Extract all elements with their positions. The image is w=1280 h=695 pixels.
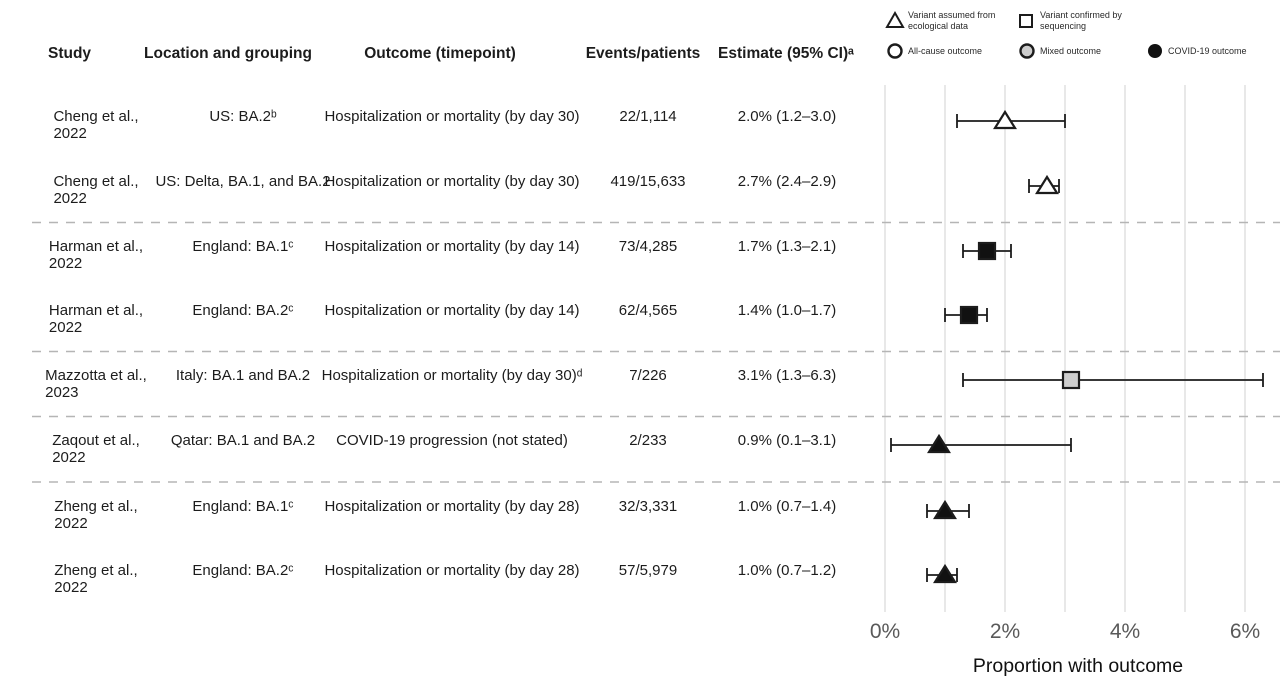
legend-label: COVID-19 outcome — [1168, 46, 1247, 56]
x-axis-title: Proportion with outcome — [973, 655, 1183, 677]
location-cell: England: BA.2ᶜ — [192, 302, 294, 319]
outcome-cell: Hospitalization or mortality (by day 30)… — [321, 367, 583, 384]
table-row: Mazzotta et al., 2023 Italy: BA.1 and BA… — [0, 367, 1280, 407]
events-cell: 419/15,633 — [610, 173, 686, 190]
study-cell: Harman et al., 2022 — [30, 302, 162, 336]
study-cell: Zheng et al., 2022 — [30, 562, 162, 596]
outcome-cell: COVID-19 progression (not stated) — [336, 432, 568, 449]
column-header-estimate: Estimate (95% CI)ᵃ — [718, 45, 854, 62]
estimate-cell: 3.1% (1.3–6.3) — [737, 367, 837, 384]
study-year: 2022 — [53, 125, 87, 142]
legend-label: Variant confirmed by sequencing — [1040, 10, 1122, 31]
study-cell: Zheng et al., 2022 — [30, 498, 162, 532]
table-row: Harman et al., 2022 England: BA.1ᶜ Hospi… — [0, 238, 1280, 278]
column-header-study: Study — [48, 45, 92, 62]
table-row: Cheng et al., 2022 US: Delta, BA.1, and … — [0, 173, 1280, 213]
x-tick-label: 2% — [990, 620, 1020, 643]
study-name: Harman et al., — [48, 302, 144, 319]
study-cell: Cheng et al., 2022 — [30, 108, 162, 142]
study-name: Zheng et al., — [54, 562, 138, 579]
x-tick-label: 4% — [1110, 620, 1140, 643]
legend-item-mixed: Mixed outcome — [1014, 42, 1101, 60]
study-name: Cheng et al., — [53, 108, 139, 125]
table-row: Cheng et al., 2022 US: BA.2ᵇ Hospitaliza… — [0, 108, 1280, 148]
events-cell: 57/5,979 — [618, 562, 678, 579]
column-header-location: Location and grouping — [144, 45, 312, 62]
x-tick-label: 0% — [870, 620, 900, 643]
estimate-cell: 1.0% (0.7–1.4) — [737, 498, 837, 515]
study-name: Cheng et al., — [53, 173, 139, 190]
location-cell: England: BA.2ᶜ — [192, 562, 294, 579]
legend-label: Variant assumed from ecological data — [908, 10, 996, 31]
gray-circle-icon — [1019, 43, 1035, 59]
outcome-cell: Hospitalization or mortality (by day 30) — [324, 173, 580, 190]
estimate-cell: 0.9% (0.1–3.1) — [737, 432, 837, 449]
study-year: 2022 — [54, 515, 88, 532]
events-cell: 7/226 — [629, 367, 667, 384]
study-name: Mazzotta et al., — [45, 367, 147, 384]
study-year: 2023 — [45, 384, 79, 401]
outcome-cell: Hospitalization or mortality (by day 28) — [324, 562, 580, 579]
table-row: Zaqout et al., 2022 Qatar: BA.1 and BA.2… — [0, 432, 1280, 472]
study-name: Zheng et al., — [54, 498, 138, 515]
outcome-cell: Hospitalization or mortality (by day 14) — [324, 238, 580, 255]
events-cell: 2/233 — [629, 432, 667, 449]
open-triangle-icon — [885, 10, 905, 28]
location-cell: US: Delta, BA.1, and BA.2 — [155, 173, 331, 190]
location-cell: Italy: BA.1 and BA.2 — [175, 367, 311, 384]
estimate-cell: 1.0% (0.7–1.2) — [737, 562, 837, 579]
legend-item-covid: COVID-19 outcome — [1142, 42, 1247, 60]
location-cell: England: BA.1ᶜ — [192, 498, 294, 515]
events-cell: 73/4,285 — [618, 238, 678, 255]
table-row: Zheng et al., 2022 England: BA.1ᶜ Hospit… — [0, 498, 1280, 538]
legend-item-all-cause: All-cause outcome — [882, 42, 982, 60]
plot-legend: Variant assumed from ecological data Var… — [878, 4, 1280, 62]
study-cell: Cheng et al., 2022 — [30, 173, 162, 207]
location-cell: Qatar: BA.1 and BA.2 — [170, 432, 316, 449]
estimate-cell: 1.7% (1.3–2.1) — [737, 238, 837, 255]
legend-label: All-cause outcome — [908, 46, 983, 56]
location-cell: US: BA.2ᵇ — [209, 108, 277, 125]
study-cell: Mazzotta et al., 2023 — [30, 367, 162, 401]
study-name: Harman et al., — [48, 238, 144, 255]
study-cell: Harman et al., 2022 — [30, 238, 162, 272]
study-year: 2022 — [48, 319, 83, 336]
filled-circle-icon — [1148, 44, 1162, 58]
legend-item-variant-confirmed: Variant confirmed by sequencing — [1014, 9, 1122, 32]
column-header-events: Events/patients — [585, 45, 701, 62]
x-tick-label: 6% — [1230, 620, 1260, 643]
events-cell: 22/1,114 — [619, 108, 677, 125]
open-circle-icon — [887, 43, 903, 59]
study-cell: Zaqout et al., 2022 — [30, 432, 162, 466]
estimate-cell: 1.4% (1.0–1.7) — [737, 302, 837, 319]
outcome-cell: Hospitalization or mortality (by day 28) — [324, 498, 580, 515]
outcome-cell: Hospitalization or mortality (by day 14) — [324, 302, 580, 319]
study-name: Zaqout et al., — [52, 432, 140, 449]
events-cell: 32/3,331 — [618, 498, 678, 515]
legend-item-variant-assumed: Variant assumed from ecological data — [882, 9, 995, 32]
table-row: Harman et al., 2022 England: BA.2ᶜ Hospi… — [0, 302, 1280, 342]
legend-label: Mixed outcome — [1040, 46, 1102, 56]
study-year: 2022 — [54, 579, 88, 596]
study-year: 2022 — [52, 449, 86, 466]
outcome-cell: Hospitalization or mortality (by day 30) — [324, 108, 580, 125]
study-year: 2022 — [53, 190, 87, 207]
location-cell: England: BA.1ᶜ — [192, 238, 294, 255]
column-header-outcome: Outcome (timepoint) — [364, 45, 516, 62]
study-year: 2022 — [48, 255, 83, 272]
open-square-icon — [1019, 14, 1033, 28]
table-row: Zheng et al., 2022 England: BA.2ᶜ Hospit… — [0, 562, 1280, 602]
estimate-cell: 2.7% (2.4–2.9) — [737, 173, 837, 190]
estimate-cell: 2.0% (1.2–3.0) — [737, 108, 837, 125]
events-cell: 62/4,565 — [618, 302, 678, 319]
